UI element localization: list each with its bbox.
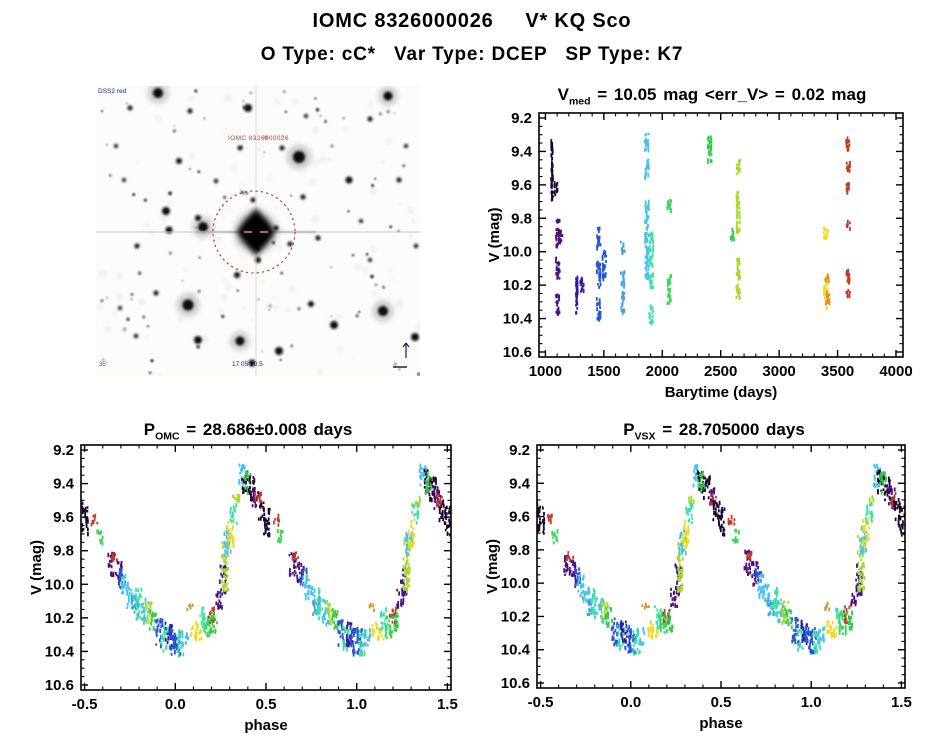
svg-text:9.2: 9.2 [509, 442, 530, 459]
svg-text:9.8: 9.8 [509, 542, 530, 559]
svg-text:1.5: 1.5 [437, 696, 458, 713]
svg-text:10.0: 10.0 [45, 576, 74, 593]
svg-text:10.0: 10.0 [503, 244, 532, 261]
svg-text:9.2: 9.2 [511, 110, 532, 127]
svg-text:10.2: 10.2 [501, 608, 530, 625]
svg-text:9.4: 9.4 [511, 143, 533, 160]
phase-omc-canvas: -0.5 0.0 0.5 1.0 1.5 9.2 9.4 9.6 9.8 10.0 10.2 10.4… [28, 442, 458, 734]
page-title: IOMC 8326000026 V* KQ Sco [312, 10, 632, 32]
survey-label: DSS2 red [98, 88, 127, 95]
svg-text:0.5: 0.5 [256, 696, 277, 713]
timeplot-title: Vmed = 10.05 mag <err_V> = 0.02 mag [480, 85, 944, 107]
svg-text:10.4: 10.4 [501, 642, 531, 659]
svg-text:Barytime (days): Barytime (days) [665, 384, 778, 401]
svg-text:V (mag): V (mag) [486, 207, 503, 262]
lightcurve-time-plot: Vmed = 10.05 mag <err_V> = 0.02 mag 1000… [480, 85, 944, 410]
svg-text:9.2: 9.2 [53, 442, 74, 459]
svg-text:9.8: 9.8 [53, 543, 74, 560]
title-prefix: P [143, 420, 156, 439]
svg-text:phase: phase [244, 717, 287, 734]
svg-text:V (mag): V (mag) [28, 540, 45, 595]
svg-text:0.0: 0.0 [620, 694, 641, 711]
starfield-image [96, 86, 420, 376]
phase-vsx-title: PVSX = 28.705000 days [484, 420, 944, 442]
svg-text:-0.5: -0.5 [528, 694, 554, 711]
finder-chart-image: DSS2 red IOMC 8326000026 17 05 20.5 35' [96, 86, 420, 376]
title-prefix: V [557, 85, 569, 104]
svg-text:10.4: 10.4 [503, 311, 533, 328]
svg-text:9.6: 9.6 [511, 177, 532, 194]
phase-plot-vsx: PVSX = 28.705000 days -0.5 0.0 0.5 1.0 1.5 9.… [484, 418, 944, 747]
svg-text:-0.5: -0.5 [72, 696, 98, 713]
svg-text:1.0: 1.0 [801, 694, 822, 711]
title-subscript: med [568, 95, 591, 108]
svg-text:10.6: 10.6 [501, 675, 530, 692]
time-plot-canvas: 1000 1500 2000 2500 3000 3500 4000 9.2 9.4 9.6 9.8… [486, 110, 913, 401]
phase-plot-omc: POMC = 28.686±0.008 days -0.5 0.0 0.5 1.0 1.… [28, 418, 468, 747]
svg-text:V (mag): V (mag) [484, 539, 501, 594]
svg-text:1.5: 1.5 [891, 694, 912, 711]
title-prefix: P [623, 420, 635, 439]
svg-text:10.6: 10.6 [503, 344, 532, 361]
svg-text:9.4: 9.4 [53, 476, 75, 493]
svg-text:10.2: 10.2 [503, 277, 532, 294]
title-subscript: OMC [155, 430, 180, 443]
svg-text:1.0: 1.0 [346, 696, 367, 713]
svg-text:0.0: 0.0 [165, 696, 186, 713]
page-subtitle: O Type: cC* Var Type: DCEP SP Type: K7 [260, 44, 684, 65]
title-subscript: VSX [634, 430, 656, 443]
scale-label: 35' [99, 362, 107, 368]
svg-text:10.2: 10.2 [45, 610, 74, 627]
svg-text:2500: 2500 [704, 363, 737, 380]
coord-label: 17 05 20.5 [232, 361, 263, 368]
title-text: = 10.05 mag <err_V> = 0.02 mag [590, 85, 867, 104]
svg-text:4000: 4000 [879, 363, 912, 380]
svg-text:10.4: 10.4 [45, 643, 75, 660]
svg-text:9.6: 9.6 [509, 509, 530, 526]
title-text: = 28.686±0.008 days [179, 420, 353, 439]
target-label: IOMC 8326000026 [228, 135, 289, 142]
title-text: = 28.705000 days [655, 420, 805, 439]
svg-text:10.0: 10.0 [501, 575, 530, 592]
svg-text:3000: 3000 [762, 363, 795, 380]
svg-text:10.6: 10.6 [45, 677, 74, 694]
svg-text:9.6: 9.6 [53, 509, 74, 526]
svg-text:phase: phase [699, 715, 742, 732]
svg-text:1000: 1000 [529, 363, 562, 380]
svg-text:2000: 2000 [646, 363, 679, 380]
svg-text:9.4: 9.4 [509, 475, 531, 492]
svg-text:1500: 1500 [587, 363, 620, 380]
phase-vsx-canvas: -0.5 0.0 0.5 1.0 1.5 9.2 9.4 9.6 9.8 10.0 10.2 10.4… [484, 442, 912, 732]
svg-text:0.5: 0.5 [711, 694, 732, 711]
svg-text:3500: 3500 [821, 363, 854, 380]
phase-omc-title: POMC = 28.686±0.008 days [28, 420, 468, 442]
svg-text:9.8: 9.8 [511, 210, 532, 227]
